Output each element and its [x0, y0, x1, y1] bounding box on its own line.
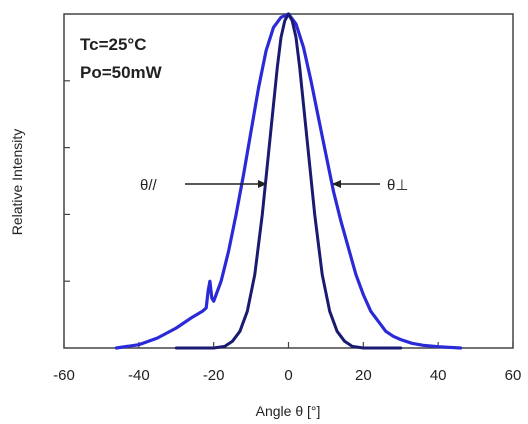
x-tick-label: -40 [128, 367, 150, 384]
curve-theta-perpendicular [114, 12, 463, 350]
condition-power: Po=50mW [80, 63, 163, 82]
condition-temperature: Tc=25°C [80, 35, 147, 54]
x-tick-label: 0 [284, 367, 292, 384]
x-tick-label: 40 [430, 367, 447, 384]
x-axis-label: Angle θ [°] [256, 403, 321, 419]
annotation-theta-parallel-label: θ// [140, 177, 158, 194]
x-tick-label: -60 [53, 367, 75, 384]
x-tick-label: 20 [355, 367, 372, 384]
x-tick-label: 60 [505, 367, 522, 384]
y-axis-label: Relative Intensity [9, 129, 25, 236]
plot-frame [63, 13, 514, 349]
y-axis-ticks [64, 80, 70, 282]
plot-curves [114, 12, 463, 350]
x-axis-ticks: -60 -40 -20 0 20 40 60 [53, 342, 521, 384]
x-tick-label: -20 [203, 367, 225, 384]
curve-theta-parallel [174, 12, 403, 350]
annotation-theta-perp-label: θ⊥ [387, 177, 408, 194]
